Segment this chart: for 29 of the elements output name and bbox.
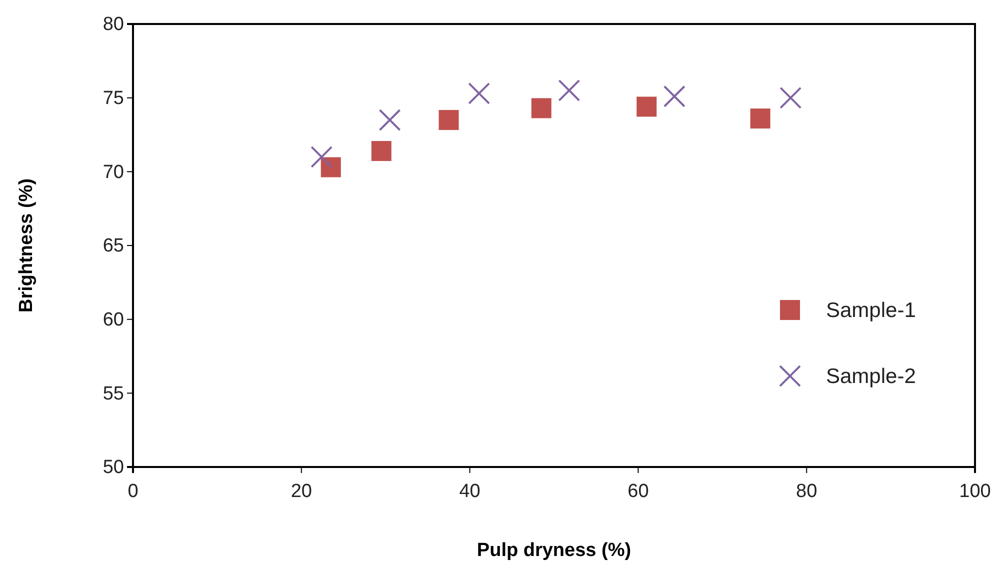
x-tick-label: 0 (128, 480, 138, 502)
point (663, 85, 686, 108)
point (468, 82, 490, 104)
point (320, 157, 341, 178)
x-tick-label: 80 (796, 480, 818, 502)
y-tick-label: 65 (102, 236, 124, 257)
y-tick-label: 50 (102, 457, 124, 478)
point (780, 86, 802, 109)
x-tick-label: 60 (628, 480, 649, 502)
point (371, 140, 392, 161)
y-tick-label: 75 (102, 88, 124, 109)
y-tick-label: 70 (102, 162, 124, 183)
x-tick-label: 100 (959, 480, 991, 502)
point (558, 79, 580, 102)
point (378, 108, 401, 131)
legend-label: Sample-2 (826, 365, 916, 388)
y-tick-label: 55 (102, 383, 124, 404)
y-tick-label: 80 (102, 14, 124, 36)
x-tick-label: 20 (290, 480, 312, 502)
point (310, 146, 333, 168)
legend-label: Sample-1 (826, 299, 916, 322)
y-axis-title: Brightness (%) (16, 178, 37, 313)
x-tick-label: 40 (459, 480, 480, 502)
x-axis-title: Pulp dryness (%) (476, 540, 632, 561)
point (438, 110, 459, 130)
y-tick-label: 60 (102, 309, 124, 330)
point (531, 98, 552, 118)
point (750, 108, 770, 129)
point (636, 96, 657, 117)
